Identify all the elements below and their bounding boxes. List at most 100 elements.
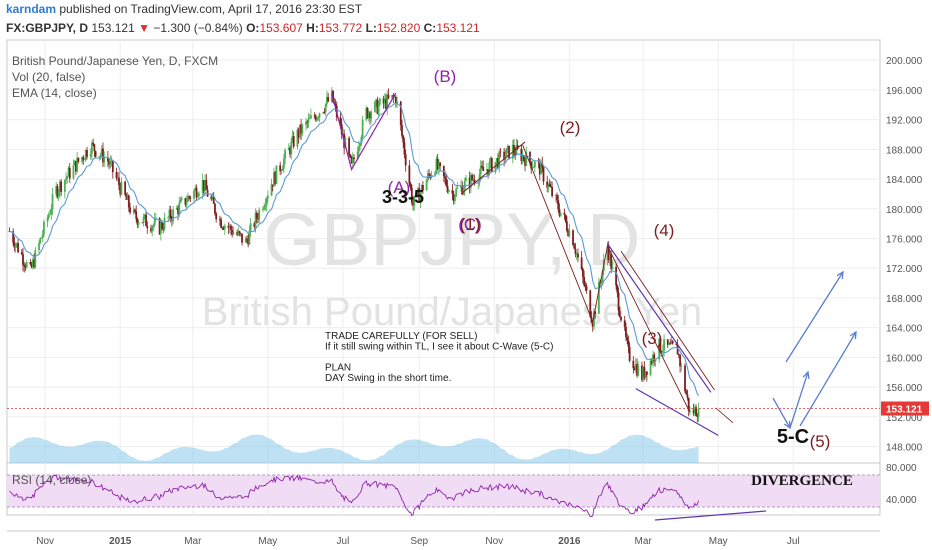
watermark-symbol: GBPJPY, D	[263, 198, 640, 281]
candle-body	[513, 144, 515, 153]
candle-body	[367, 112, 370, 118]
author-link[interactable]: karndam	[6, 2, 57, 16]
candle-body	[284, 150, 286, 159]
candle-body	[473, 179, 476, 184]
symbol-label: FX:GBPJPY, D	[6, 21, 89, 35]
candle-body	[401, 125, 403, 136]
candle-body	[623, 320, 626, 327]
candle-body	[120, 181, 123, 195]
candle-body	[503, 151, 506, 160]
candle-body	[456, 187, 459, 189]
candle-body	[211, 196, 214, 200]
candle-body	[572, 230, 574, 245]
candle-body	[308, 118, 311, 119]
candle-body	[175, 207, 178, 210]
candle-body	[521, 155, 524, 162]
candle-body	[287, 147, 290, 151]
x-tick-label: Jul	[787, 536, 800, 547]
candle-body	[625, 326, 627, 337]
x-tick-label: Nov	[36, 536, 54, 547]
candle-body	[49, 213, 51, 215]
y-tick-label: 188.000	[886, 145, 923, 156]
candle-body	[318, 113, 321, 118]
candle-body	[537, 161, 540, 163]
candle-body	[386, 94, 389, 109]
candle-body	[196, 196, 199, 198]
candle-body	[382, 98, 385, 104]
candle-body	[297, 129, 300, 138]
candle-body	[91, 142, 93, 154]
candle-body	[244, 238, 247, 243]
candle-body	[399, 101, 402, 126]
candle-body	[658, 338, 661, 360]
candle-body	[266, 195, 269, 199]
candle-body	[404, 154, 407, 166]
candle-body	[271, 184, 274, 187]
y-tick-label: 164.000	[886, 324, 923, 335]
candle-body	[585, 286, 588, 291]
candle-body	[94, 151, 97, 157]
label-5c: 5-C	[777, 426, 809, 448]
candle-body	[677, 354, 680, 356]
candle-body	[249, 223, 252, 231]
channel-lower-line	[635, 388, 719, 436]
wave-2-label: (2)	[560, 118, 581, 137]
candle-body	[212, 196, 215, 204]
candle-body	[568, 230, 571, 236]
published-text: published on TradingView.com, April 17, …	[59, 2, 363, 16]
candle-body	[40, 237, 43, 239]
candle-body	[508, 145, 510, 159]
candle-body	[583, 276, 586, 286]
candle-body	[670, 341, 673, 345]
candle-body	[689, 410, 691, 411]
candle-body	[339, 117, 342, 125]
candle-body	[43, 221, 45, 235]
candle-body	[146, 226, 149, 229]
candle-body	[610, 253, 613, 270]
candle-body	[141, 222, 144, 224]
candle-body	[408, 165, 411, 184]
candle-body	[38, 243, 40, 251]
candle-body	[46, 217, 49, 222]
channel-upper-line	[606, 243, 712, 393]
candle-body	[530, 161, 533, 169]
candle-body	[89, 153, 92, 157]
candle-body	[204, 180, 207, 191]
candle-body	[499, 151, 502, 153]
rsi-band	[7, 475, 880, 507]
candle-body	[574, 248, 577, 254]
candle-body	[549, 186, 552, 188]
candle-body	[186, 196, 189, 202]
x-tick-label: Sep	[410, 536, 428, 547]
y-tick-label: 148.000	[886, 443, 923, 454]
y-tick-label: 192.000	[886, 116, 923, 127]
candle-body	[246, 238, 248, 240]
candle-body	[126, 195, 129, 200]
high-label: H:	[306, 21, 319, 35]
candle-body	[86, 149, 88, 157]
rsi-tick-label: 40.000	[886, 495, 917, 506]
candle-body	[542, 167, 545, 182]
wave-b-label: (B)	[434, 67, 457, 86]
candle-body	[280, 170, 283, 172]
candle-body	[661, 350, 664, 353]
candle-body	[66, 176, 69, 179]
candle-body	[47, 214, 50, 218]
candle-body	[463, 180, 466, 190]
y-tick-label: 156.000	[886, 383, 923, 394]
candle-body	[641, 365, 643, 380]
candle-body	[360, 136, 363, 144]
candle-body	[334, 103, 337, 106]
candle-body	[634, 364, 637, 371]
candle-body	[127, 195, 130, 208]
candle-body	[68, 167, 71, 179]
candle-body	[162, 228, 165, 230]
candle-body	[632, 360, 635, 369]
candle-body	[14, 244, 17, 248]
candle-body	[115, 172, 118, 179]
candle-body	[247, 239, 250, 245]
candle-body	[41, 234, 44, 238]
candle-body	[375, 99, 378, 102]
